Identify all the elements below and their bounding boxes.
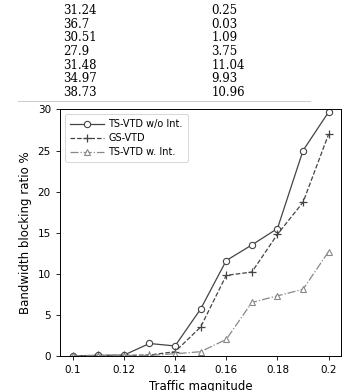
Text: 0.03: 0.03 bbox=[211, 18, 238, 31]
GS-VTD bbox=[250, 270, 254, 274]
TS-VTD w. Int. bbox=[147, 353, 152, 358]
GS-VTD bbox=[70, 353, 75, 358]
TS-VTD w/o Int. bbox=[199, 307, 203, 311]
GS-VTD bbox=[173, 350, 177, 354]
GS-VTD bbox=[224, 273, 228, 278]
TS-VTD w/o Int. bbox=[96, 353, 100, 358]
GS-VTD bbox=[327, 132, 331, 136]
Text: 1.09: 1.09 bbox=[211, 31, 237, 45]
Text: 10.96: 10.96 bbox=[211, 86, 245, 99]
Y-axis label: Bandwidth blocking ratio %: Bandwidth blocking ratio % bbox=[19, 151, 32, 314]
Legend: TS-VTD w/o Int., GS-VTD, TS-VTD w. Int.: TS-VTD w/o Int., GS-VTD, TS-VTD w. Int. bbox=[65, 114, 188, 162]
TS-VTD w. Int. bbox=[275, 294, 279, 298]
TS-VTD w. Int. bbox=[173, 352, 177, 356]
Line: TS-VTD w/o Int.: TS-VTD w/o Int. bbox=[69, 109, 332, 359]
TS-VTD w. Int. bbox=[70, 353, 75, 358]
TS-VTD w/o Int. bbox=[327, 109, 331, 114]
TS-VTD w/o Int. bbox=[250, 242, 254, 248]
TS-VTD w. Int. bbox=[301, 287, 305, 292]
GS-VTD bbox=[301, 200, 305, 204]
Text: 27.9: 27.9 bbox=[63, 45, 89, 58]
GS-VTD bbox=[275, 232, 279, 237]
GS-VTD bbox=[122, 353, 126, 358]
TS-VTD w/o Int. bbox=[224, 258, 228, 263]
TS-VTD w. Int. bbox=[122, 353, 126, 358]
X-axis label: Traffic magnitude: Traffic magnitude bbox=[149, 380, 252, 391]
GS-VTD bbox=[96, 353, 100, 358]
TS-VTD w. Int. bbox=[199, 350, 203, 354]
TS-VTD w. Int. bbox=[224, 337, 228, 342]
GS-VTD bbox=[147, 353, 152, 357]
TS-VTD w. Int. bbox=[250, 300, 254, 305]
Text: 36.7: 36.7 bbox=[63, 18, 90, 31]
TS-VTD w. Int. bbox=[96, 353, 100, 358]
TS-VTD w/o Int. bbox=[173, 344, 177, 348]
Text: 3.75: 3.75 bbox=[211, 45, 238, 58]
TS-VTD w/o Int. bbox=[122, 353, 126, 357]
GS-VTD bbox=[199, 325, 203, 329]
Text: 34.97: 34.97 bbox=[63, 72, 97, 85]
Text: 38.73: 38.73 bbox=[63, 86, 97, 99]
Text: 31.24: 31.24 bbox=[63, 4, 97, 17]
TS-VTD w/o Int. bbox=[301, 148, 305, 153]
Text: 9.93: 9.93 bbox=[211, 72, 238, 85]
TS-VTD w/o Int. bbox=[70, 353, 75, 358]
Text: 0.25: 0.25 bbox=[211, 4, 237, 17]
TS-VTD w/o Int. bbox=[147, 341, 152, 346]
TS-VTD w/o Int. bbox=[275, 226, 279, 231]
Line: GS-VTD: GS-VTD bbox=[69, 130, 333, 360]
Text: 11.04: 11.04 bbox=[211, 59, 245, 72]
Text: 30.51: 30.51 bbox=[63, 31, 97, 45]
Text: 31.48: 31.48 bbox=[63, 59, 97, 72]
TS-VTD w. Int. bbox=[327, 249, 331, 254]
Line: TS-VTD w. Int.: TS-VTD w. Int. bbox=[69, 248, 332, 359]
